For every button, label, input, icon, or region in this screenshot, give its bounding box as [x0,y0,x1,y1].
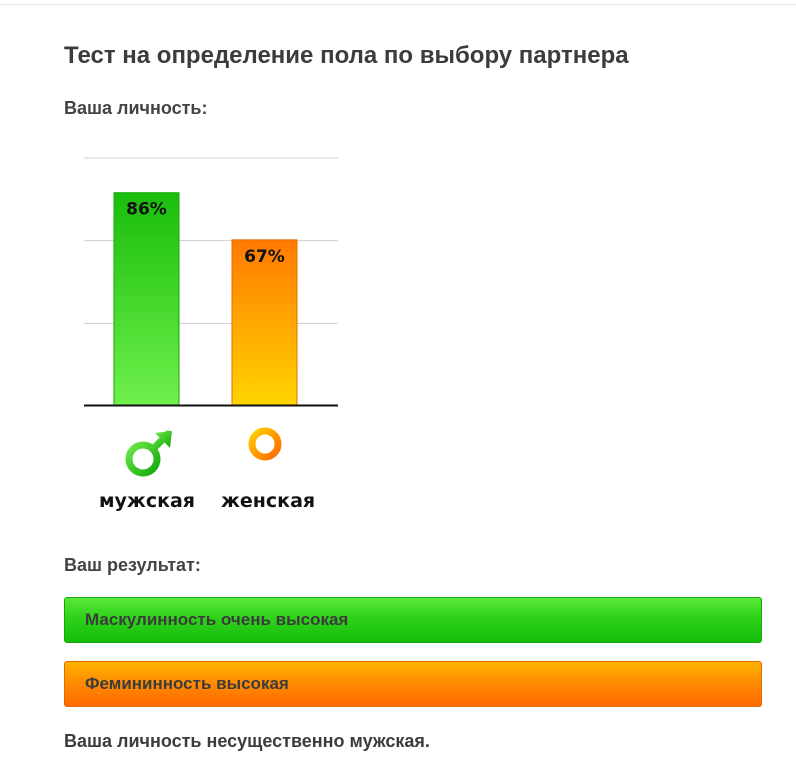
chart-bars: 86% 67% [113,192,298,407]
femininity-result-bar: Фемининность высокая [64,661,762,707]
masculinity-result-text: Маскулинность очень высокая [85,610,349,629]
female-symbol-icon [248,427,282,479]
gender-chart: 86% 67% мужская женская [0,0,400,520]
femininity-result-text: Фемининность высокая [85,674,289,693]
female-bar-value-label: 67% [244,247,285,267]
male-bar-value-label: 86% [126,200,167,220]
male-category-label: мужская [99,490,196,512]
female-bar [231,239,298,407]
female-category-label: женская [221,490,316,512]
male-bar [113,192,180,407]
masculinity-result-bar: Маскулинность очень высокая [64,597,762,643]
result-label: Ваш результат: [64,555,201,575]
male-symbol-icon [125,430,172,477]
top-divider [0,4,796,5]
conclusion-text: Ваша личность несущественно мужская. [64,731,430,751]
chart-svg: 86% 67% [84,157,338,479]
personality-label: Ваша личность: [64,98,208,118]
page-title: Тест на определение пола по выбору партн… [64,42,629,69]
